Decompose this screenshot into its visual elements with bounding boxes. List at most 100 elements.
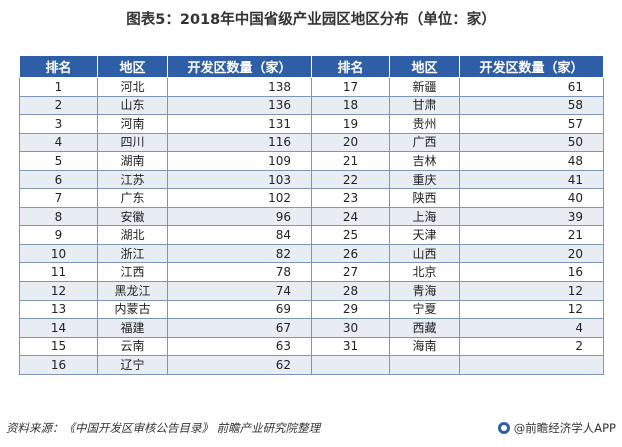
count-cell-right: 4 (459, 318, 604, 338)
count-cell-left: 138 (167, 77, 312, 97)
region-cell-left: 黑龙江 (97, 281, 168, 301)
count-cell-right: 58 (459, 95, 604, 116)
rank-cell-right: 17 (311, 77, 390, 97)
count-cell-right: 40 (459, 188, 604, 208)
region-cell-left: 云南 (97, 336, 168, 357)
region-cell-right (389, 355, 460, 375)
table-row: 4 四川 116 20 广西 50 (19, 132, 604, 153)
rank-cell-left: 6 (19, 169, 98, 190)
count-cell-left: 84 (167, 225, 312, 245)
rank-cell-right: 20 (311, 132, 390, 153)
region-cell-left: 内蒙古 (97, 299, 168, 320)
region-table: 排名 地区 开发区数量（家） 排名 地区 开发区数量（家） 1 河北 138 17 新疆… (19, 55, 604, 375)
count-cell-right: 20 (459, 243, 604, 264)
table-row: 8 安徽 96 24 上海 39 (19, 206, 604, 227)
region-cell-left: 河南 (97, 114, 168, 134)
table-row: 5 湖南 109 21 吉林 48 (19, 151, 604, 171)
region-cell-right: 宁夏 (389, 299, 460, 320)
region-cell-right: 贵州 (389, 114, 460, 134)
rank-cell-right: 19 (311, 114, 390, 134)
count-cell-left: 109 (167, 151, 312, 171)
count-cell-left: 82 (167, 243, 312, 264)
header-rank-left: 排名 (19, 55, 98, 78)
rank-cell-left: 14 (19, 318, 98, 338)
region-cell-left: 安徽 (97, 206, 168, 227)
count-cell-right: 16 (459, 262, 604, 283)
count-cell-left: 69 (167, 299, 312, 320)
region-cell-right: 甘肃 (389, 95, 460, 116)
rank-cell-left: 9 (19, 225, 98, 245)
region-cell-left: 福建 (97, 318, 168, 338)
count-cell-left: 78 (167, 262, 312, 283)
count-cell-left: 116 (167, 132, 312, 153)
rank-cell-right: 26 (311, 243, 390, 264)
rank-cell-right: 24 (311, 206, 390, 227)
rank-cell-left: 7 (19, 188, 98, 208)
rank-cell-left: 16 (19, 355, 98, 375)
rank-cell-right: 28 (311, 281, 390, 301)
rank-cell-left: 3 (19, 114, 98, 134)
count-cell-left: 136 (167, 95, 312, 116)
table-row: 9 湖北 84 25 天津 21 (19, 225, 604, 245)
rank-cell-right: 25 (311, 225, 390, 245)
region-cell-left: 山东 (97, 95, 168, 116)
region-cell-right: 海南 (389, 336, 460, 357)
count-cell-right: 61 (459, 77, 604, 97)
rank-cell-right: 23 (311, 188, 390, 208)
table-row: 3 河南 131 19 贵州 57 (19, 114, 604, 134)
brand-logo-icon (497, 422, 510, 434)
rank-cell-left: 15 (19, 336, 98, 357)
count-cell-right: 41 (459, 169, 604, 190)
count-cell-right: 39 (459, 206, 604, 227)
table-title: 图表5：2018年中国省级产业园区地区分布（单位：家） (126, 12, 496, 28)
rank-cell-right: 27 (311, 262, 390, 283)
table-row: 1 河北 138 17 新疆 61 (19, 77, 604, 97)
region-cell-left: 江西 (97, 262, 168, 283)
region-cell-right: 上海 (389, 206, 460, 227)
region-cell-left: 湖北 (97, 225, 168, 245)
count-cell-left: 63 (167, 336, 312, 357)
rank-cell-left: 8 (19, 206, 98, 227)
table-row: 11 江西 78 27 北京 16 (19, 262, 604, 283)
rank-cell-right: 30 (311, 318, 390, 338)
header-count-right: 开发区数量（家） (459, 55, 604, 78)
header-rank-right: 排名 (311, 55, 390, 78)
rank-cell-right: 22 (311, 169, 390, 190)
region-cell-right: 青海 (389, 281, 460, 301)
count-cell-left: 67 (167, 318, 312, 338)
region-cell-left: 湖南 (97, 151, 168, 171)
count-cell-right: 12 (459, 281, 604, 301)
region-cell-right: 陕西 (389, 188, 460, 208)
count-cell-right: 2 (459, 336, 604, 357)
rank-cell-right: 18 (311, 95, 390, 116)
region-cell-right: 新疆 (389, 77, 460, 97)
region-cell-right: 北京 (389, 262, 460, 283)
table-row: 7 广东 102 23 陕西 40 (19, 188, 604, 208)
count-cell-right: 21 (459, 225, 604, 245)
rank-cell-left: 4 (19, 132, 98, 153)
count-cell-left: 74 (167, 281, 312, 301)
table-row: 10 浙江 82 26 山西 20 (19, 243, 604, 264)
count-cell-right: 12 (459, 299, 604, 320)
region-cell-right: 天津 (389, 225, 460, 245)
count-cell-right: 50 (459, 132, 604, 153)
region-cell-right: 西藏 (389, 318, 460, 338)
region-cell-right: 吉林 (389, 151, 460, 171)
count-cell-left: 96 (167, 206, 312, 227)
table-row: 14 福建 67 30 西藏 4 (19, 318, 604, 338)
count-cell-right: 57 (459, 114, 604, 134)
brand: @前瞻经济学人APP (497, 420, 616, 436)
count-cell-right (459, 355, 604, 375)
region-cell-right: 山西 (389, 243, 460, 264)
rank-cell-right: 29 (311, 299, 390, 320)
table-header-row: 排名 地区 开发区数量（家） 排名 地区 开发区数量（家） (19, 55, 604, 78)
rank-cell-left: 10 (19, 243, 98, 264)
region-cell-left: 浙江 (97, 243, 168, 264)
table-row: 2 山东 136 18 甘肃 58 (19, 95, 604, 116)
rank-cell-left: 2 (19, 95, 98, 116)
rank-cell-right: 21 (311, 151, 390, 171)
region-cell-left: 四川 (97, 132, 168, 153)
count-cell-left: 62 (167, 355, 312, 375)
rank-cell-left: 12 (19, 281, 98, 301)
brand-label: @前瞻经济学人APP (513, 421, 616, 435)
